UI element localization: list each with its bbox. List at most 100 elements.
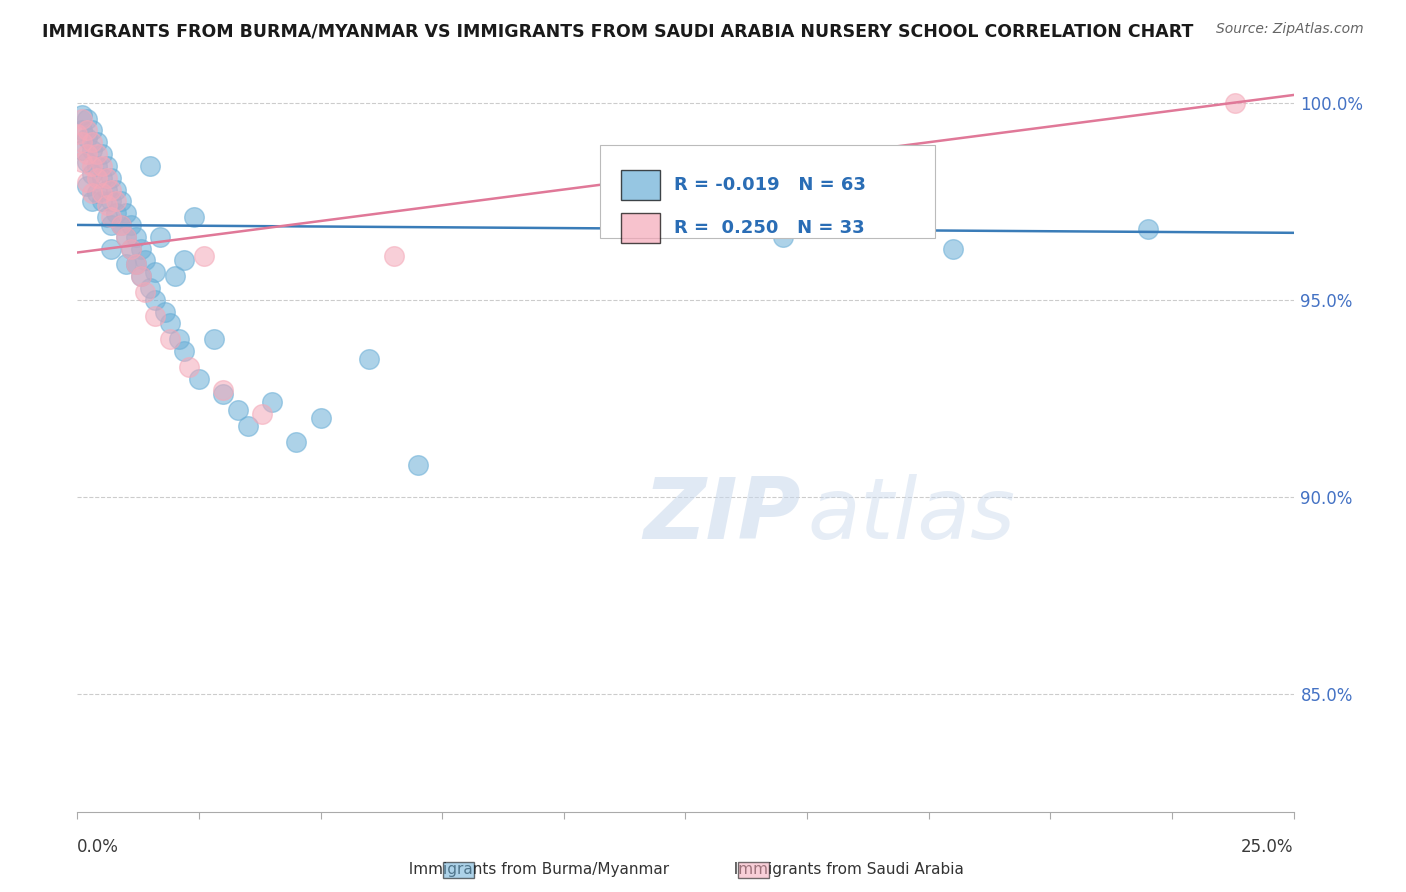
Point [115,206,138,220]
Point [96,210,118,224]
Text: Immigrants from Saudi Arabia: Immigrants from Saudi Arabia [724,863,963,877]
Point [110,194,132,209]
Point [70,108,93,122]
Point [80,143,103,157]
Point [96,198,118,212]
Point [76,147,98,161]
Point [115,229,138,244]
Point [382,250,405,264]
Point [76,112,98,126]
Point [115,229,138,244]
Point [149,229,172,244]
Text: 0.0%: 0.0% [77,838,120,855]
Point [86,186,108,201]
Point [183,210,205,224]
Text: Immigrants from Burma/Myanmar: Immigrants from Burma/Myanmar [399,863,669,877]
Point [202,332,225,346]
Point [173,343,195,358]
Point [100,210,122,224]
Point [100,194,122,209]
Point [250,407,273,421]
Point [76,175,98,189]
Point [80,194,103,209]
Point [159,332,181,346]
Point [86,147,108,161]
Point [100,218,122,232]
Point [110,218,132,232]
Text: R =  0.250   N = 33: R = 0.250 N = 33 [675,219,865,237]
Point [942,242,965,256]
Point [120,218,142,232]
Point [129,269,152,284]
Point [76,155,98,169]
Point [80,186,103,201]
Point [70,143,93,157]
Point [76,131,98,145]
Point [226,403,249,417]
Point [90,194,112,209]
Point [143,309,166,323]
Point [285,434,308,449]
Point [110,218,132,232]
Text: atlas: atlas [807,474,1015,558]
Point [100,170,122,185]
Text: ZIP: ZIP [644,474,801,558]
Text: IMMIGRANTS FROM BURMA/MYANMAR VS IMMIGRANTS FROM SAUDI ARABIA NURSERY SCHOOL COR: IMMIGRANTS FROM BURMA/MYANMAR VS IMMIGRA… [42,22,1194,40]
Point [129,242,152,256]
Point [86,159,108,173]
Point [159,317,181,331]
Point [359,351,381,366]
Point [105,206,128,220]
Text: Source: ZipAtlas.com: Source: ZipAtlas.com [1216,22,1364,37]
Point [105,182,128,196]
Point [1223,95,1246,110]
Point [212,387,235,401]
Point [96,182,118,196]
Point [105,194,128,209]
Point [70,135,93,149]
Point [139,281,162,295]
Point [153,304,176,318]
Point [70,155,93,169]
FancyBboxPatch shape [621,170,659,200]
Text: R = -0.019   N = 63: R = -0.019 N = 63 [675,177,866,194]
Point [96,159,118,173]
Point [193,250,215,264]
Point [169,332,191,346]
Point [309,411,332,425]
Point [134,253,156,268]
Point [115,257,138,271]
Point [212,384,235,398]
Point [90,159,112,173]
Point [1136,222,1159,236]
Point [80,159,103,173]
Point [66,128,89,142]
Point [70,123,93,137]
Point [125,257,148,271]
Point [163,269,186,284]
Point [100,182,122,196]
Point [179,359,201,374]
Point [80,135,103,149]
Point [129,269,152,284]
Point [188,371,211,385]
Point [173,253,195,268]
Point [86,135,108,149]
Point [90,147,112,161]
Point [236,418,259,433]
Point [70,112,93,126]
Point [139,159,162,173]
Point [134,285,156,299]
Point [143,293,166,307]
Point [125,257,148,271]
Point [76,178,98,193]
Point [143,265,166,279]
Point [80,123,103,137]
Point [125,229,148,244]
Point [96,170,118,185]
Point [80,167,103,181]
Point [86,170,108,185]
Point [772,229,794,244]
FancyBboxPatch shape [621,213,659,243]
Point [100,242,122,256]
